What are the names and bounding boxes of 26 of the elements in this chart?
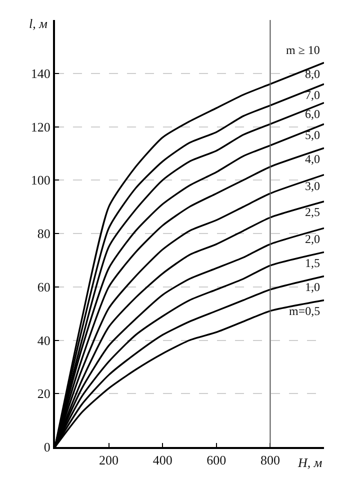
y-tick-label: 100 bbox=[30, 172, 50, 188]
x-tick-label: 600 bbox=[206, 452, 226, 468]
y-tick-label: 20 bbox=[37, 386, 50, 402]
y-axis-title: l, м bbox=[29, 16, 48, 31]
series-label: 4,0 bbox=[305, 152, 320, 166]
series-label: 6,0 bbox=[305, 107, 320, 121]
y-tick-label: 120 bbox=[30, 119, 50, 134]
series-label: 2,5 bbox=[305, 205, 320, 219]
y-tick-label: 60 bbox=[37, 279, 50, 294]
series-label: 7,0 bbox=[305, 88, 320, 102]
x-tick-label: 200 bbox=[99, 452, 119, 468]
series-label: 1,0 bbox=[305, 280, 320, 294]
series-label: 1,5 bbox=[305, 256, 320, 270]
series-label: m=0,5 bbox=[289, 304, 320, 318]
y-tick-label: 140 bbox=[30, 66, 50, 81]
annotation: m ≥ 10 bbox=[286, 43, 320, 57]
series-label: 8,0 bbox=[305, 67, 320, 81]
series-label: 5,0 bbox=[305, 128, 320, 142]
x-tick-label: 400 bbox=[152, 452, 172, 468]
series-label: 2,0 bbox=[305, 232, 320, 246]
x-axis-title: H, м bbox=[297, 455, 322, 470]
y-tick-label: 40 bbox=[37, 332, 50, 348]
y-tick-label: 80 bbox=[37, 226, 50, 242]
series-label: 3,0 bbox=[305, 179, 320, 193]
x-tick-label: 800 bbox=[260, 452, 280, 468]
y-tick-label: 0 bbox=[44, 440, 50, 455]
